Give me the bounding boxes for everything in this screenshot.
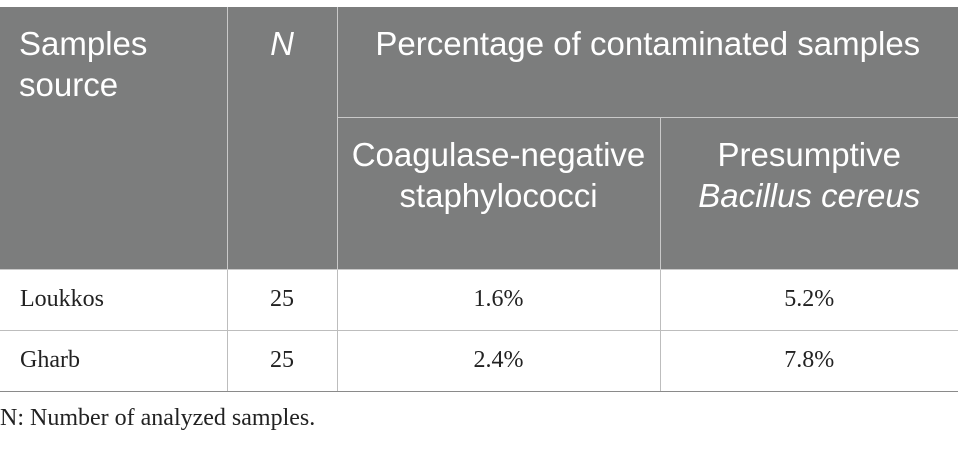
cell-cns: 2.4% [336, 329, 661, 392]
header-percentage-group: Percentage of contaminated samples [336, 7, 958, 118]
header-coagulase-negative-staphylococci: Coagulase-negative staphylococci [337, 117, 661, 270]
table-header: Samples source N Percentage of contamina… [0, 7, 958, 270]
table-row: Loukkos 25 1.6% 5.2% [0, 268, 958, 331]
cell-cns: 1.6% [336, 268, 661, 331]
header-samples-source: Samples source [0, 7, 228, 270]
cell-source: Gharb [0, 329, 228, 392]
header-presumptive-bacillus-cereus: Presumptive Bacillus cereus [659, 117, 958, 270]
table-row: Gharb 25 2.4% 7.8% [0, 329, 958, 392]
cell-bc: 5.2% [659, 268, 958, 331]
header-bc-species: Bacillus cereus [698, 176, 921, 214]
cell-source: Loukkos [0, 268, 228, 331]
cell-n: 25 [226, 268, 338, 331]
cell-n: 25 [226, 329, 338, 392]
header-n: N [226, 7, 338, 270]
cell-bc: 7.8% [659, 329, 958, 392]
table-footnote: N: Number of analyzed samples. [0, 405, 316, 431]
table-body: Loukkos 25 1.6% 5.2% Gharb 25 2.4% 7.8% [0, 268, 958, 392]
contamination-table: Samples source N Percentage of contamina… [0, 7, 958, 392]
header-bc-prefix: Presumptive [717, 135, 901, 173]
